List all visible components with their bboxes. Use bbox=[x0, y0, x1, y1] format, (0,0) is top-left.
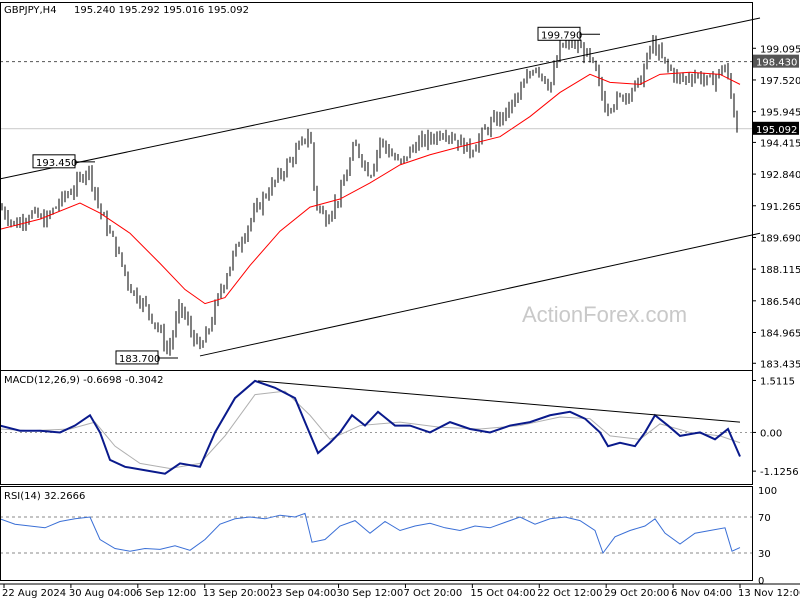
price-tick-label: 189.690 bbox=[760, 233, 800, 244]
current-price-bg bbox=[753, 121, 799, 135]
macd-panel bbox=[0, 379, 752, 475]
time-tick-label: 7 Oct 20:00 bbox=[403, 588, 462, 599]
annotation-label: 199.790 bbox=[541, 30, 582, 41]
level-label-bg bbox=[753, 54, 799, 68]
price-tick-label: 195.945 bbox=[760, 108, 800, 119]
price-tick-label: 183.435 bbox=[760, 359, 800, 370]
time-tick-label: 23 Sep 04:00 bbox=[270, 588, 337, 599]
ma-line bbox=[0, 71, 741, 305]
price-tick-label: 186.540 bbox=[760, 297, 800, 308]
header-ohlc: 195.240 195.292 195.016 195.092 bbox=[74, 5, 249, 16]
rsi-panel bbox=[0, 512, 752, 555]
lower-channel-line bbox=[199, 232, 761, 357]
price-tick-label: 194.415 bbox=[760, 138, 800, 149]
macd-tick-label: -1.1256 bbox=[760, 467, 799, 478]
annotation-label: 183.700 bbox=[119, 354, 160, 365]
macd-trendline bbox=[257, 380, 741, 423]
time-tick-label: 13 Nov 12:00 bbox=[738, 588, 800, 599]
price-channel bbox=[0, 17, 761, 357]
header-symbol: GBPJPY,H4 bbox=[4, 5, 57, 16]
level-label: 198.430 bbox=[756, 58, 797, 69]
price-tick-label: 188.115 bbox=[760, 265, 800, 276]
price-tick-label: 199.095 bbox=[760, 44, 800, 55]
price-tick-label: 184.965 bbox=[760, 328, 800, 339]
rsi-line bbox=[0, 512, 741, 555]
rsi-label: RSI(14) 32.2666 bbox=[4, 491, 85, 502]
rsi-tick-label: 70 bbox=[758, 513, 771, 524]
upper-channel-line bbox=[0, 17, 761, 180]
time-tick-label: 6 Nov 04:00 bbox=[671, 588, 732, 599]
time-tick-label: 30 Sep 12:00 bbox=[337, 588, 404, 599]
time-tick-label: 6 Sep 12:00 bbox=[136, 588, 196, 599]
annotation-label: 193.450 bbox=[36, 158, 77, 169]
panel-frame-2 bbox=[0, 486, 753, 581]
time-tick-label: 22 Aug 2024 bbox=[2, 588, 66, 599]
panel-frame-1 bbox=[0, 370, 753, 485]
grid bbox=[0, 61, 752, 130]
watermark: ActionForex.com bbox=[522, 302, 687, 327]
rsi-tick-label: 0 bbox=[758, 576, 764, 587]
rsi-tick-label: 30 bbox=[758, 549, 771, 560]
macd-signal-line bbox=[0, 390, 741, 470]
macd-line bbox=[0, 379, 741, 475]
time-tick-label: 15 Oct 04:00 bbox=[470, 588, 535, 599]
price-tick-label: 197.520 bbox=[760, 76, 800, 87]
price-tick-label: 192.840 bbox=[760, 170, 800, 181]
time-tick-label: 29 Oct 20:00 bbox=[604, 588, 669, 599]
price-tick-label: 191.265 bbox=[760, 202, 800, 213]
moving-average bbox=[0, 71, 741, 305]
time-tick-label: 13 Sep 20:00 bbox=[203, 588, 270, 599]
time-tick-label: 30 Aug 04:00 bbox=[69, 588, 136, 599]
rsi-tick-label: 100 bbox=[758, 486, 777, 497]
macd-tick-label: 0.00 bbox=[760, 428, 782, 439]
price-candles bbox=[1, 35, 738, 356]
current-price-label: 195.092 bbox=[756, 125, 797, 136]
time-tick-label: 22 Oct 12:00 bbox=[537, 588, 602, 599]
macd-tick-label: 1.5115 bbox=[760, 376, 795, 387]
macd-label: MACD(12,26,9) -0.6698 -0.3042 bbox=[4, 375, 164, 386]
